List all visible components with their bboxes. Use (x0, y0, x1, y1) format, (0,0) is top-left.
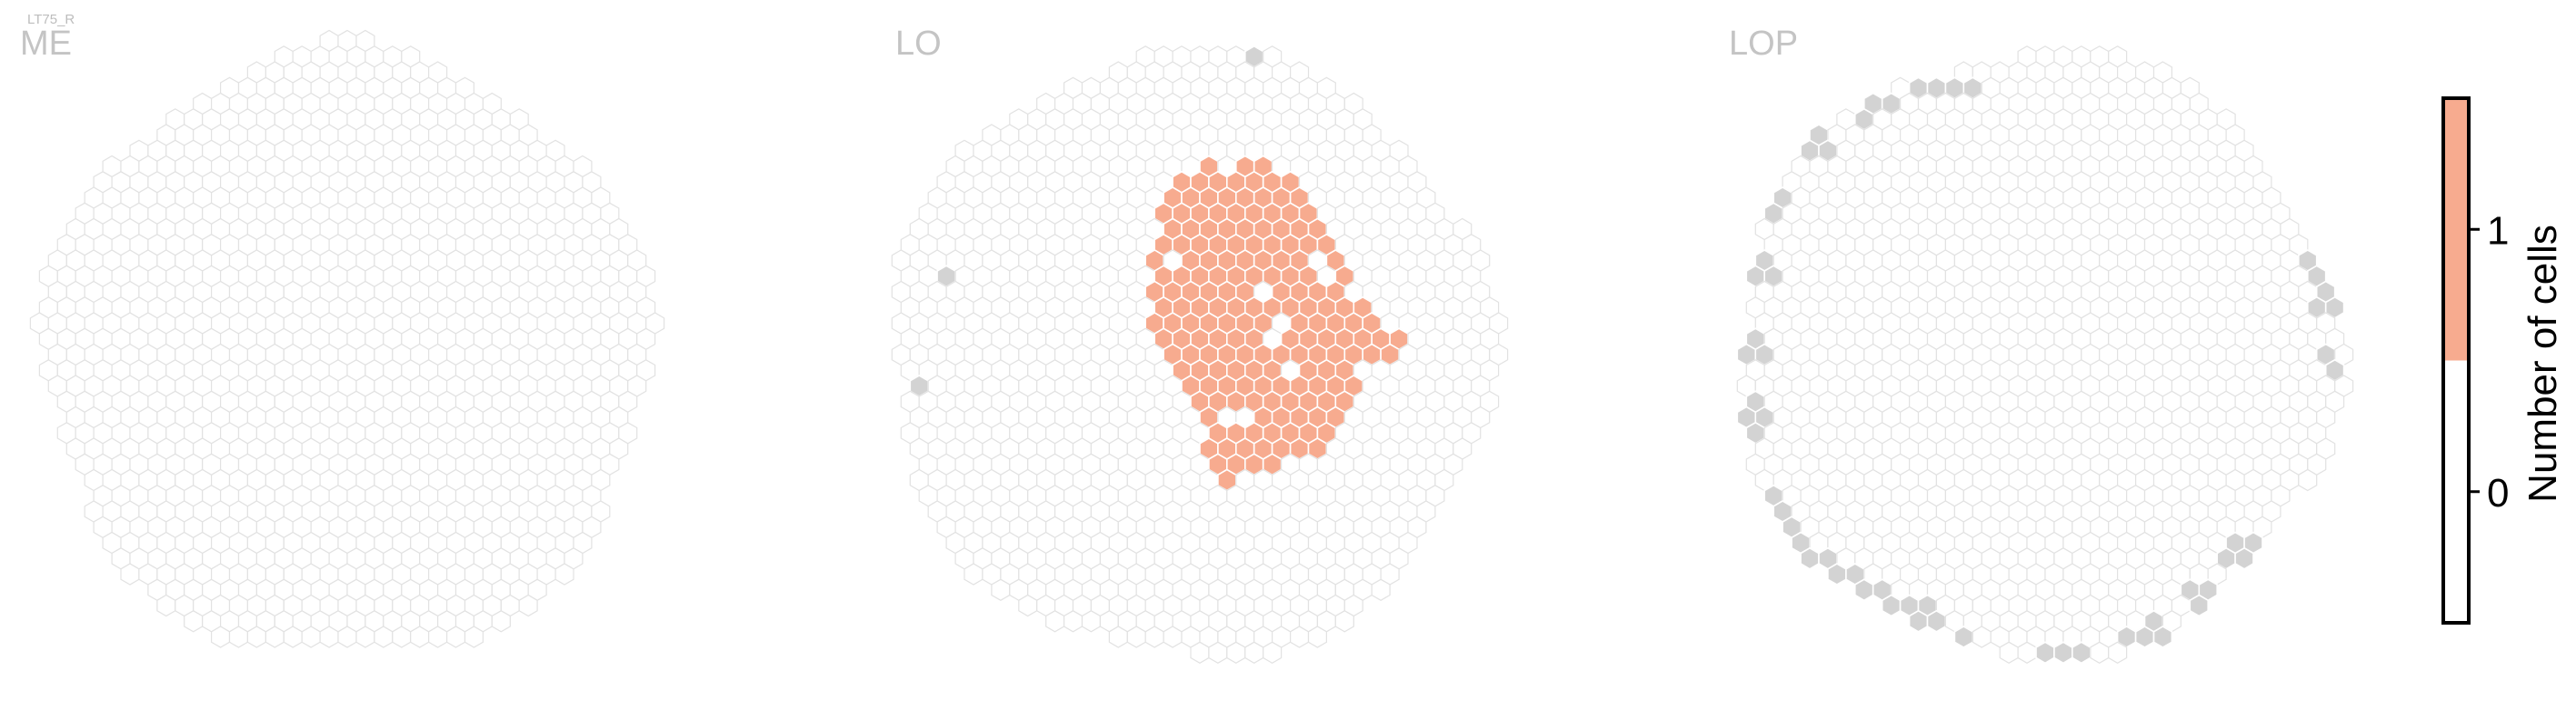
panel-title-lop: LOP (1729, 25, 1798, 63)
hex-cell-grey (1954, 626, 1972, 647)
hex-cell-empty (185, 611, 203, 632)
colorbar-tick-label-0: 0 (2487, 471, 2509, 516)
hex-cell-empty (1083, 611, 1101, 632)
hex-cell-empty (374, 626, 393, 647)
hex-cell-empty (1291, 626, 1309, 647)
eyemap-panel-lop (1737, 46, 2352, 664)
hex-cell-grey (2036, 642, 2054, 663)
hex-cell-empty (411, 626, 429, 647)
hex-cell-empty (447, 626, 465, 647)
hex-cell-empty (1335, 611, 1353, 632)
hex-cell-grey (2136, 626, 2154, 647)
hex-cell-empty (320, 626, 338, 647)
hex-cell-grey (1828, 564, 1846, 585)
hex-cell-empty (2091, 642, 2109, 663)
hex-cell-empty (492, 611, 510, 632)
colorbar-bin-zero (2443, 361, 2469, 624)
hex-cell-empty (1372, 579, 1390, 600)
hex-cell-empty (1191, 642, 1209, 663)
hex-cell-empty (393, 626, 411, 647)
hex-cell-empty (1163, 626, 1182, 647)
hex-cell-empty (2299, 470, 2317, 491)
hex-cell-empty (157, 596, 175, 616)
panels-layer (30, 31, 2352, 664)
hex-cell-empty (465, 626, 484, 647)
colorbar-tick-label-1: 1 (2487, 208, 2509, 253)
hex-cell-empty (1046, 611, 1064, 632)
hex-cell-grey (2154, 626, 2172, 647)
eyemap-panel-me (30, 31, 664, 648)
hex-cell-empty (1145, 626, 1163, 647)
hex-cell-grey (2054, 642, 2072, 663)
panel-title-me: ME (20, 25, 72, 63)
hex-cell-empty (302, 626, 320, 647)
hex-cell-empty (121, 564, 139, 585)
hex-cell-grey (1928, 611, 1946, 632)
hex-cell-empty (555, 564, 574, 585)
hex-cell-empty (964, 564, 983, 585)
hex-cell-empty (1127, 626, 1145, 647)
hex-cell-empty (265, 626, 284, 647)
eyemap-panel-lo (892, 46, 1507, 664)
hex-cell-empty (284, 626, 302, 647)
hex-cell-empty (2109, 642, 2127, 663)
hex-cell-empty (2018, 642, 2036, 663)
hex-cell-grey (2235, 548, 2253, 569)
hex-cell-empty (519, 596, 537, 616)
colorbar: 0 1 Number of cells (2443, 98, 2565, 623)
hex-cell-grey (2072, 642, 2091, 663)
hex-cell-empty (1209, 642, 1227, 663)
hex-cell-empty (992, 579, 1010, 600)
hex-cell-empty (356, 626, 374, 647)
panel-title-lo: LO (895, 25, 942, 63)
hex-cell-empty (230, 626, 248, 647)
hex-cell-empty (1263, 642, 1282, 663)
hex-cell-empty (1109, 626, 1127, 647)
hex-cell-empty (1227, 642, 1245, 663)
colorbar-label: Number of cells (2521, 225, 2565, 503)
hex-cell-grey (2190, 596, 2208, 616)
colorbar-bin-one (2443, 98, 2469, 361)
hex-cell-empty (338, 626, 356, 647)
hex-cell-empty (1019, 596, 1037, 616)
hex-cell-empty (429, 626, 447, 647)
hex-cell-empty (1245, 642, 1263, 663)
hex-cell-empty (1972, 626, 1991, 647)
hex-cell-empty (247, 626, 265, 647)
hex-cell-empty (2000, 642, 2018, 663)
hex-cell-grey (1801, 548, 1819, 569)
hex-cell-empty (212, 626, 230, 647)
hex-cell-grey (1882, 596, 1901, 616)
hex-cell-empty (1309, 626, 1327, 647)
hex-cell-empty (1064, 611, 1083, 632)
hex-cell-grey (1910, 611, 1928, 632)
hex-cell-grey (1855, 579, 1873, 600)
